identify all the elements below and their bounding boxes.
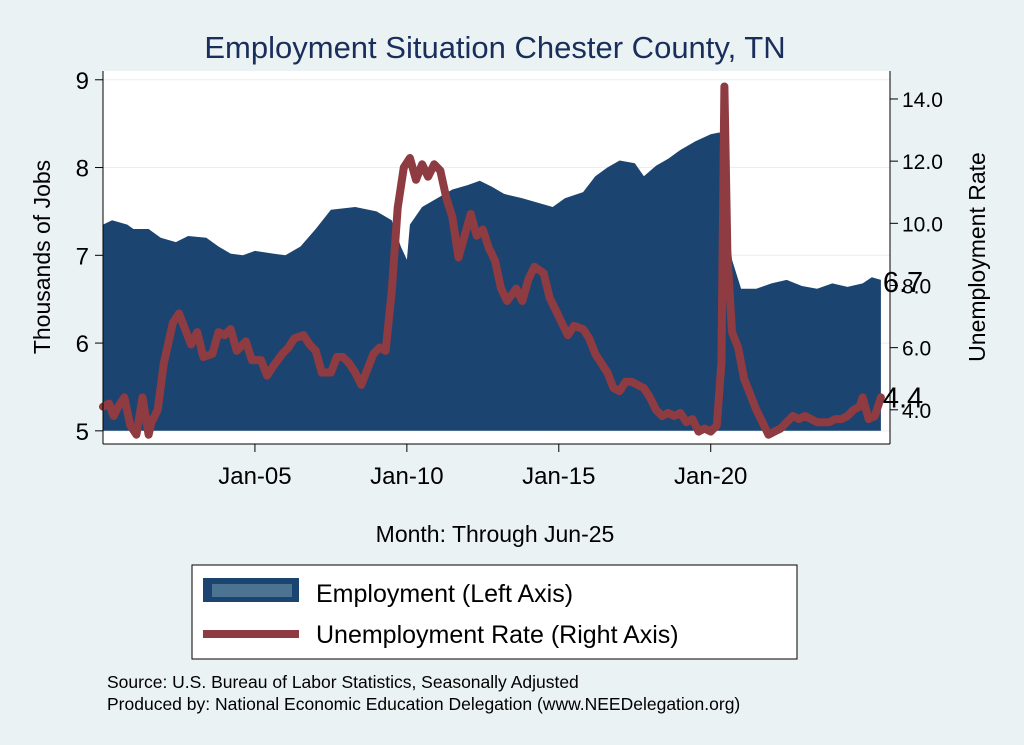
x-axis-title: Month: Through Jun-25 <box>376 521 615 547</box>
left-tick-label-2: 7 <box>76 243 89 270</box>
right-tick-label-1: 6.0 <box>902 338 931 361</box>
unemployment-line <box>99 82 885 439</box>
x-tick-label-0: Jan-05 <box>218 463 291 490</box>
unemployment-end-label: 4.4 <box>883 382 923 414</box>
legend-label-unemployment: Unemployment Rate (Right Axis) <box>316 621 679 649</box>
left-axis-ticks: 5 6 7 8 9 <box>76 68 103 446</box>
left-tick-label-4: 9 <box>76 68 89 95</box>
legend-label-employment: Employment (Left Axis) <box>316 580 573 608</box>
right-tick-label-3: 10.0 <box>902 213 943 236</box>
x-tick-label-2: Jan-15 <box>522 463 595 490</box>
right-axis-title: Unemployment Rate <box>964 152 990 362</box>
right-axis-ticks: 4.0 6.0 8.0 10.0 12.0 14.0 <box>890 89 943 423</box>
x-tick-label-3: Jan-20 <box>674 463 747 490</box>
x-tick-label-1: Jan-10 <box>370 463 443 490</box>
right-tick-label-4: 12.0 <box>902 151 943 174</box>
chart-title: Employment Situation Chester County, TN <box>204 30 785 65</box>
left-axis-title: Thousands of Jobs <box>29 160 55 354</box>
right-tick-label-5: 14.0 <box>902 89 943 112</box>
footer-produced: Produced by: National Economic Education… <box>107 694 740 714</box>
left-tick-label-3: 8 <box>76 156 89 183</box>
left-tick-label-1: 6 <box>76 331 89 358</box>
footer-source: Source: U.S. Bureau of Labor Statistics,… <box>107 672 579 692</box>
employment-area <box>103 132 881 431</box>
right-tick-label-0: 4.0 <box>902 400 931 423</box>
employment-end-label: 6.7 <box>883 267 923 299</box>
legend: Employment (Left Axis) Unemployment Rate… <box>191 564 798 660</box>
left-tick-label-0: 5 <box>76 419 89 446</box>
x-axis-ticks: Jan-05 Jan-10 Jan-15 Jan-20 <box>218 444 747 490</box>
right-tick-label-2: 8.0 <box>902 275 931 298</box>
legend-swatch-employment-inner <box>212 584 292 597</box>
